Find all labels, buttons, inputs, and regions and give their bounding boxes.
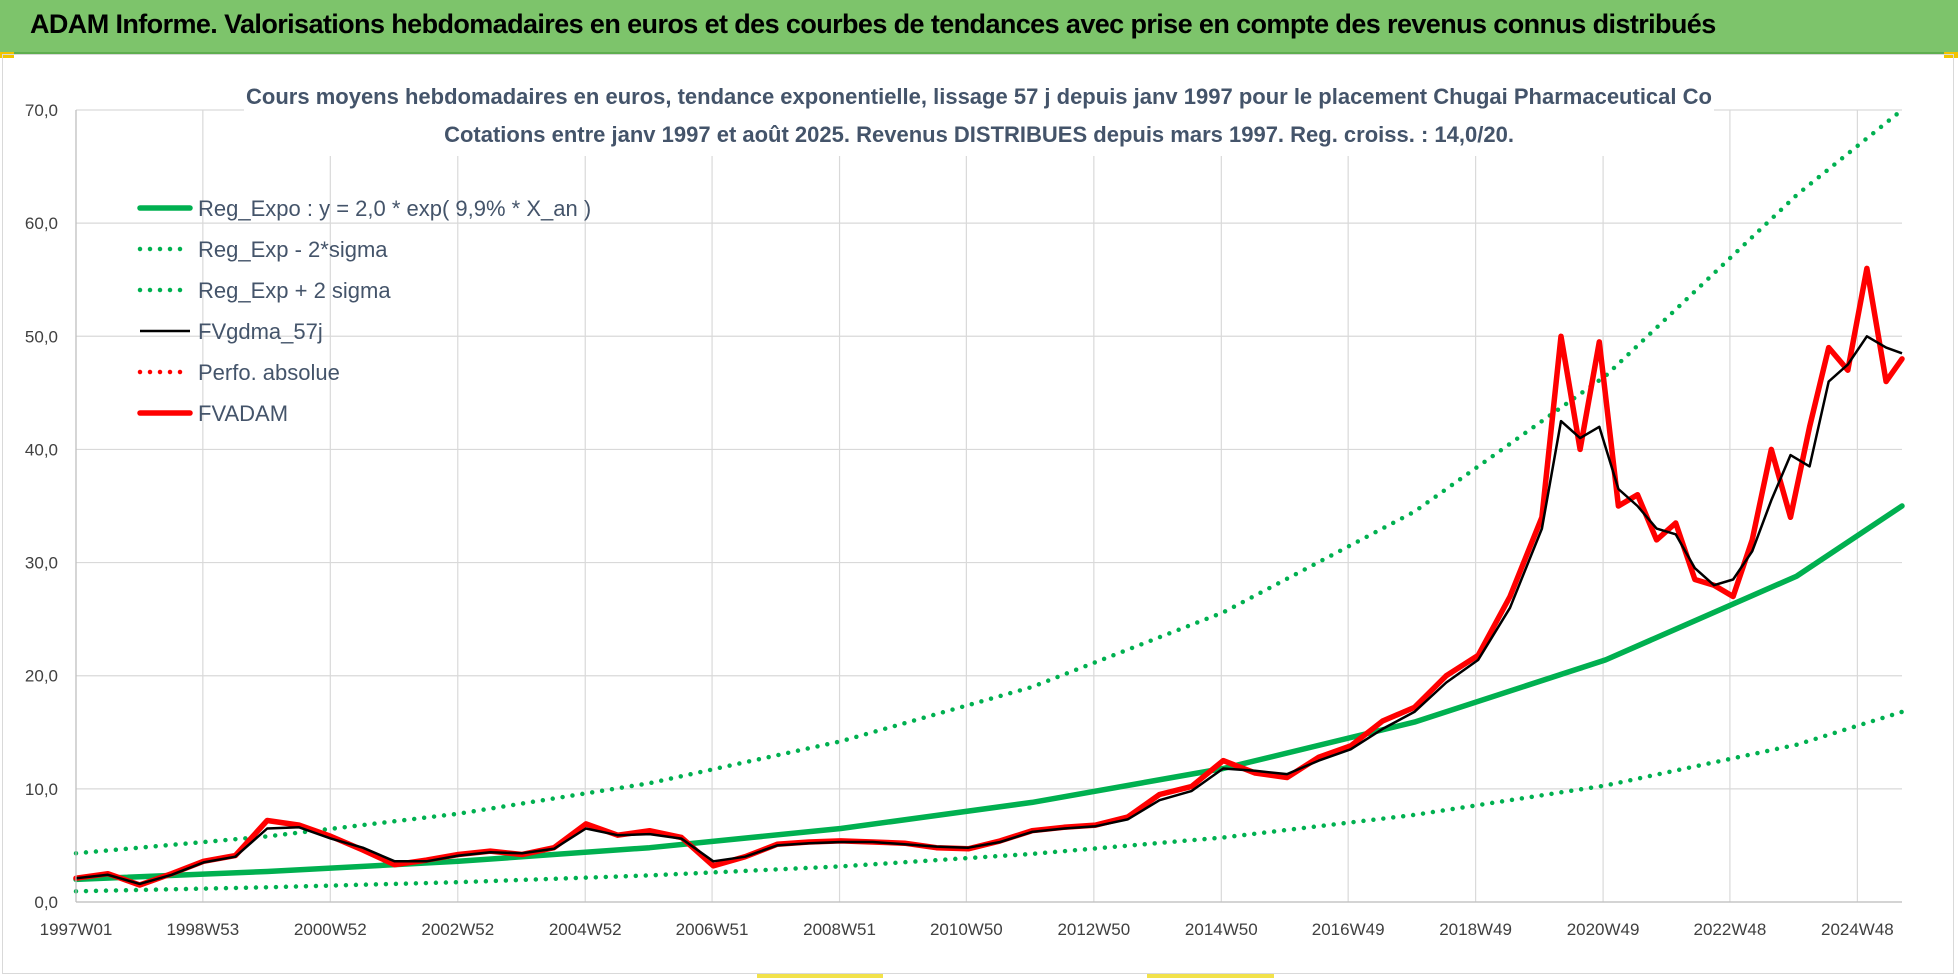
x-tick-label: 2000W52 <box>294 920 367 939</box>
y-tick-label: 50,0 <box>25 327 58 346</box>
x-tick-label: 2020W49 <box>1567 920 1640 939</box>
y-tick-label: 20,0 <box>25 667 58 686</box>
legend-label: Reg_Exp - 2*sigma <box>198 237 388 262</box>
chart-title: Cours moyens hebdomadaires en euros, ten… <box>246 84 1712 109</box>
banner-corner-right <box>1944 52 1958 58</box>
series-line-reg-exp-2-sigma <box>73 709 1905 894</box>
x-tick-label: 2002W52 <box>421 920 494 939</box>
x-tick-label: 2022W48 <box>1694 920 1767 939</box>
series-line-fvgdma-57j <box>75 335 1903 886</box>
chart-legend: Reg_Expo : y = 2,0 * exp( 9,9% * X_an ) R… <box>137 196 591 426</box>
y-tick-label: 30,0 <box>25 554 58 573</box>
x-tick-label: 2006W51 <box>676 920 749 939</box>
chart-frame <box>2 54 1954 974</box>
series-line-reg-exp-2-sigma <box>73 107 1905 856</box>
x-tick-label: 2012W50 <box>1057 920 1130 939</box>
y-tick-label: 70,0 <box>25 101 58 120</box>
footer-mark-right <box>1147 974 1274 978</box>
report-title: ADAM Informe. Valorisations hebdomadaire… <box>30 9 1716 39</box>
chart-title-backdrop <box>244 80 1714 156</box>
legend-label: Reg_Expo : y = 2,0 * exp( 9,9% * X_an ) <box>198 196 591 221</box>
x-tick-label: 2018W49 <box>1439 920 1512 939</box>
x-tick-label: 2024W48 <box>1821 920 1894 939</box>
y-tick-label: 60,0 <box>25 214 58 233</box>
x-tick-label: 2008W51 <box>803 920 876 939</box>
chart-axes: 0,0 10,0 20,0 30,0 40,0 50,0 60,0 70,0 1997W01 19… <box>25 101 1902 939</box>
series-line-perfo-absolue <box>73 266 1905 888</box>
legend-label: Perfo. absolue <box>198 360 340 385</box>
chart-gridlines <box>75 109 1902 903</box>
series-line-fvadam <box>73 265 1905 888</box>
x-tick-label: 2004W52 <box>549 920 622 939</box>
y-tick-label: 0,0 <box>34 893 58 912</box>
chart-series <box>73 107 1905 894</box>
y-tick-label: 10,0 <box>25 780 58 799</box>
x-tick-label: 2010W50 <box>930 920 1003 939</box>
y-tick-label: 40,0 <box>25 440 58 459</box>
x-tick-label: 1998W53 <box>166 920 239 939</box>
legend-label: FVADAM <box>198 401 288 426</box>
x-tick-label: 2014W50 <box>1185 920 1258 939</box>
chart-subtitle: Cotations entre janv 1997 et août 2025. … <box>444 122 1514 147</box>
report-banner: ADAM Informe. Valorisations hebdomadaire… <box>0 0 1958 54</box>
x-tick-label: 2016W49 <box>1312 920 1385 939</box>
footer-mark-left <box>757 974 883 978</box>
banner-corner-left <box>0 52 14 58</box>
legend-label: FVgdma_57j <box>198 319 323 344</box>
x-tick-label: 1997W01 <box>40 920 113 939</box>
legend-label: Reg_Exp + 2 sigma <box>198 278 391 303</box>
